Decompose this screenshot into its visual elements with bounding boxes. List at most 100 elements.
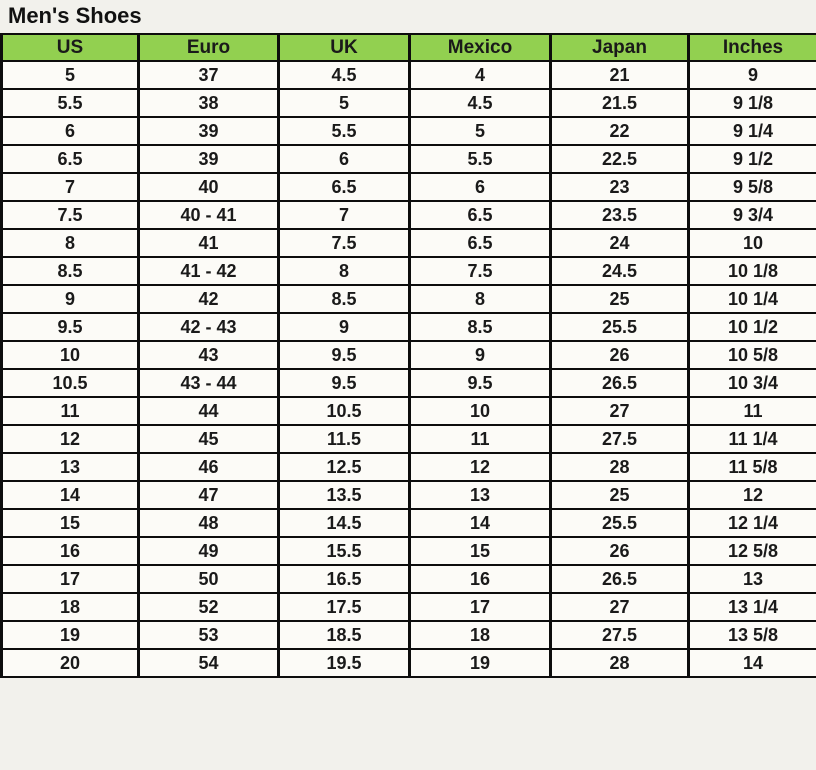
cell-mexico: 15 — [408, 536, 552, 566]
cell-euro: 43 - 44 — [137, 368, 280, 398]
cell-euro: 37 — [137, 60, 280, 90]
cell-inches: 12 1/4 — [687, 508, 816, 538]
cell-mexico: 5.5 — [408, 144, 552, 174]
table-row: 7 40 6.5 6 23 9 5/8 — [0, 172, 816, 202]
cell-inches: 14 — [687, 648, 816, 678]
table-row: 19 53 18.5 18 27.5 13 5/8 — [0, 620, 816, 650]
cell-mexico: 12 — [408, 452, 552, 482]
cell-us: 15 — [0, 508, 140, 538]
table-row: 16 49 15.5 15 26 12 5/8 — [0, 536, 816, 566]
table-row: 13 46 12.5 12 28 11 5/8 — [0, 452, 816, 482]
page-title: Men's Shoes — [8, 3, 142, 28]
cell-us: 9 — [0, 284, 140, 314]
cell-euro: 52 — [137, 592, 280, 622]
cell-mexico: 8 — [408, 284, 552, 314]
column-header-inches: Inches — [687, 33, 816, 62]
column-header-japan: Japan — [549, 33, 690, 62]
table-row: 5.5 38 5 4.5 21.5 9 1/8 — [0, 88, 816, 118]
cell-inches: 9 1/8 — [687, 88, 816, 118]
cell-inches: 11 1/4 — [687, 424, 816, 454]
cell-euro: 39 — [137, 144, 280, 174]
cell-inches: 9 1/2 — [687, 144, 816, 174]
table-row: 9.5 42 - 43 9 8.5 25.5 10 1/2 — [0, 312, 816, 342]
cell-inches: 11 — [687, 396, 816, 426]
cell-us: 7 — [0, 172, 140, 202]
cell-euro: 40 — [137, 172, 280, 202]
cell-mexico: 6.5 — [408, 228, 552, 258]
cell-us: 6.5 — [0, 144, 140, 174]
cell-inches: 9 3/4 — [687, 200, 816, 230]
cell-japan: 25.5 — [549, 312, 690, 342]
cell-euro: 53 — [137, 620, 280, 650]
cell-euro: 45 — [137, 424, 280, 454]
cell-japan: 23 — [549, 172, 690, 202]
cell-euro: 48 — [137, 508, 280, 538]
cell-uk: 15.5 — [277, 536, 411, 566]
cell-mexico: 17 — [408, 592, 552, 622]
cell-uk: 5.5 — [277, 116, 411, 146]
cell-inches: 12 5/8 — [687, 536, 816, 566]
cell-mexico: 8.5 — [408, 312, 552, 342]
cell-mexico: 9 — [408, 340, 552, 370]
cell-euro: 43 — [137, 340, 280, 370]
cell-uk: 16.5 — [277, 564, 411, 594]
cell-us: 11 — [0, 396, 140, 426]
cell-us: 6 — [0, 116, 140, 146]
cell-japan: 28 — [549, 648, 690, 678]
cell-inches: 13 — [687, 564, 816, 594]
cell-inches: 10 5/8 — [687, 340, 816, 370]
cell-us: 13 — [0, 452, 140, 482]
cell-us: 18 — [0, 592, 140, 622]
column-header-euro: Euro — [137, 33, 280, 62]
cell-mexico: 10 — [408, 396, 552, 426]
cell-uk: 19.5 — [277, 648, 411, 678]
cell-japan: 27 — [549, 396, 690, 426]
cell-uk: 12.5 — [277, 452, 411, 482]
cell-us: 8.5 — [0, 256, 140, 286]
cell-uk: 5 — [277, 88, 411, 118]
cell-uk: 8.5 — [277, 284, 411, 314]
cell-uk: 9 — [277, 312, 411, 342]
cell-mexico: 6 — [408, 172, 552, 202]
cell-euro: 49 — [137, 536, 280, 566]
cell-inches: 11 5/8 — [687, 452, 816, 482]
cell-euro: 54 — [137, 648, 280, 678]
cell-mexico: 9.5 — [408, 368, 552, 398]
cell-us: 12 — [0, 424, 140, 454]
table-row: 8 41 7.5 6.5 24 10 — [0, 228, 816, 258]
cell-uk: 7 — [277, 200, 411, 230]
table-row: 12 45 11.5 11 27.5 11 1/4 — [0, 424, 816, 454]
cell-uk: 6.5 — [277, 172, 411, 202]
table-row: 9 42 8.5 8 25 10 1/4 — [0, 284, 816, 314]
cell-us: 16 — [0, 536, 140, 566]
cell-inches: 12 — [687, 480, 816, 510]
cell-mexico: 19 — [408, 648, 552, 678]
cell-japan: 25.5 — [549, 508, 690, 538]
table-row: 18 52 17.5 17 27 13 1/4 — [0, 592, 816, 622]
cell-inches: 10 1/2 — [687, 312, 816, 342]
table-row: 5 37 4.5 4 21 9 — [0, 60, 816, 90]
cell-us: 10.5 — [0, 368, 140, 398]
cell-mexico: 7.5 — [408, 256, 552, 286]
cell-inches: 10 1/8 — [687, 256, 816, 286]
cell-mexico: 4 — [408, 60, 552, 90]
cell-mexico: 5 — [408, 116, 552, 146]
cell-inches: 10 — [687, 228, 816, 258]
cell-euro: 46 — [137, 452, 280, 482]
cell-japan: 24.5 — [549, 256, 690, 286]
cell-uk: 17.5 — [277, 592, 411, 622]
cell-us: 5.5 — [0, 88, 140, 118]
cell-euro: 44 — [137, 396, 280, 426]
cell-euro: 47 — [137, 480, 280, 510]
cell-japan: 21 — [549, 60, 690, 90]
cell-inches: 9 — [687, 60, 816, 90]
cell-mexico: 14 — [408, 508, 552, 538]
cell-mexico: 4.5 — [408, 88, 552, 118]
cell-us: 7.5 — [0, 200, 140, 230]
cell-mexico: 6.5 — [408, 200, 552, 230]
cell-japan: 22.5 — [549, 144, 690, 174]
cell-uk: 18.5 — [277, 620, 411, 650]
table-row: 11 44 10.5 10 27 11 — [0, 396, 816, 426]
cell-uk: 11.5 — [277, 424, 411, 454]
cell-us: 20 — [0, 648, 140, 678]
